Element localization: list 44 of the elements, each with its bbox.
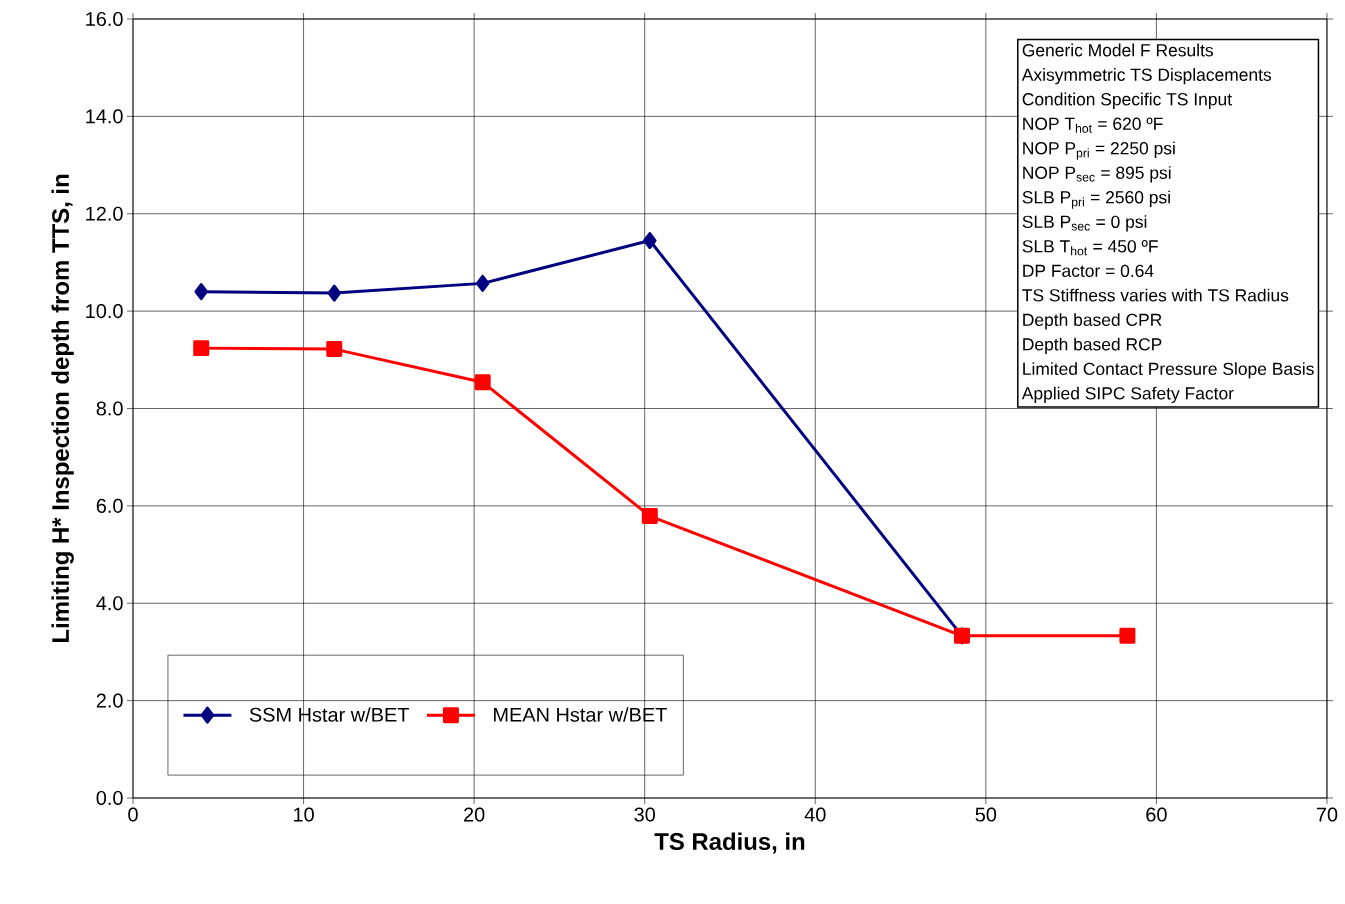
y-tick-label: 14.0 <box>86 109 123 124</box>
y-tick-label: 2.0 <box>96 693 123 708</box>
x-tick-label: 70 <box>1316 807 1338 822</box>
point <box>194 283 208 301</box>
point <box>643 232 657 250</box>
y-tick-label: 4.0 <box>96 596 123 611</box>
point <box>327 284 342 302</box>
annotation: TS Stiffness varies with TS Radius <box>1022 288 1289 302</box>
annotation: Depth based CPR <box>1023 313 1162 330</box>
annotation: NOP T$_{hot}$ = 620 ºF <box>1023 117 1163 133</box>
point <box>641 508 658 525</box>
legend-label: MEAN Hstar w/BET <box>494 707 667 722</box>
annotation: Depth based RCP <box>1023 337 1162 354</box>
y-tick-label: 10.0 <box>86 304 123 319</box>
y-tick-label: 0.0 <box>96 790 123 806</box>
y-tick-label: 6.0 <box>96 498 123 513</box>
annotation: Generic Model F Results <box>1022 43 1213 57</box>
annotation: DP Factor = 0.64 <box>1023 264 1154 277</box>
annotation: Limited Contact Pressure Slope Basis <box>1023 362 1314 379</box>
annotation: SLB T$_{hot}$ = 450 ºF <box>1022 240 1158 256</box>
y-tick-label: 16.0 <box>86 11 123 27</box>
x-tick-label: 0 <box>128 807 138 822</box>
x-tick-label: 40 <box>804 807 826 822</box>
point <box>475 274 490 292</box>
point <box>193 340 210 357</box>
annotation: Condition Specific TS Input <box>1022 92 1232 109</box>
x-tick-label: 60 <box>1146 807 1167 822</box>
x-tick-label: 20 <box>464 807 485 822</box>
x-tick-label: 30 <box>634 807 655 822</box>
y-tick-label: 12.0 <box>86 206 123 221</box>
x-tick-label: 10 <box>294 807 314 822</box>
annotation: SLB P$_{pri}$ = 2560 psi <box>1022 190 1170 209</box>
annotation: Axisymmetric TS Displacements <box>1021 68 1272 85</box>
y-tick-label: 8.0 <box>96 401 123 416</box>
annotation: NOP P$_{pri}$ = 2250 psi <box>1023 141 1175 160</box>
x-axis-title: TS Radius, in <box>654 832 805 854</box>
x-tick-label: 50 <box>975 807 997 822</box>
point <box>1119 627 1136 644</box>
annotation: Applied SIPC Safety Factor <box>1021 386 1234 403</box>
annotation: SLB P$_{sec}$ = 0 psi <box>1022 215 1147 232</box>
point <box>326 341 343 358</box>
annotation: NOP P$_{sec}$ = 895 psi <box>1023 166 1171 183</box>
point <box>474 374 491 391</box>
y-axis-title: Limiting H* Inspection depth from TTS, in <box>51 174 74 643</box>
